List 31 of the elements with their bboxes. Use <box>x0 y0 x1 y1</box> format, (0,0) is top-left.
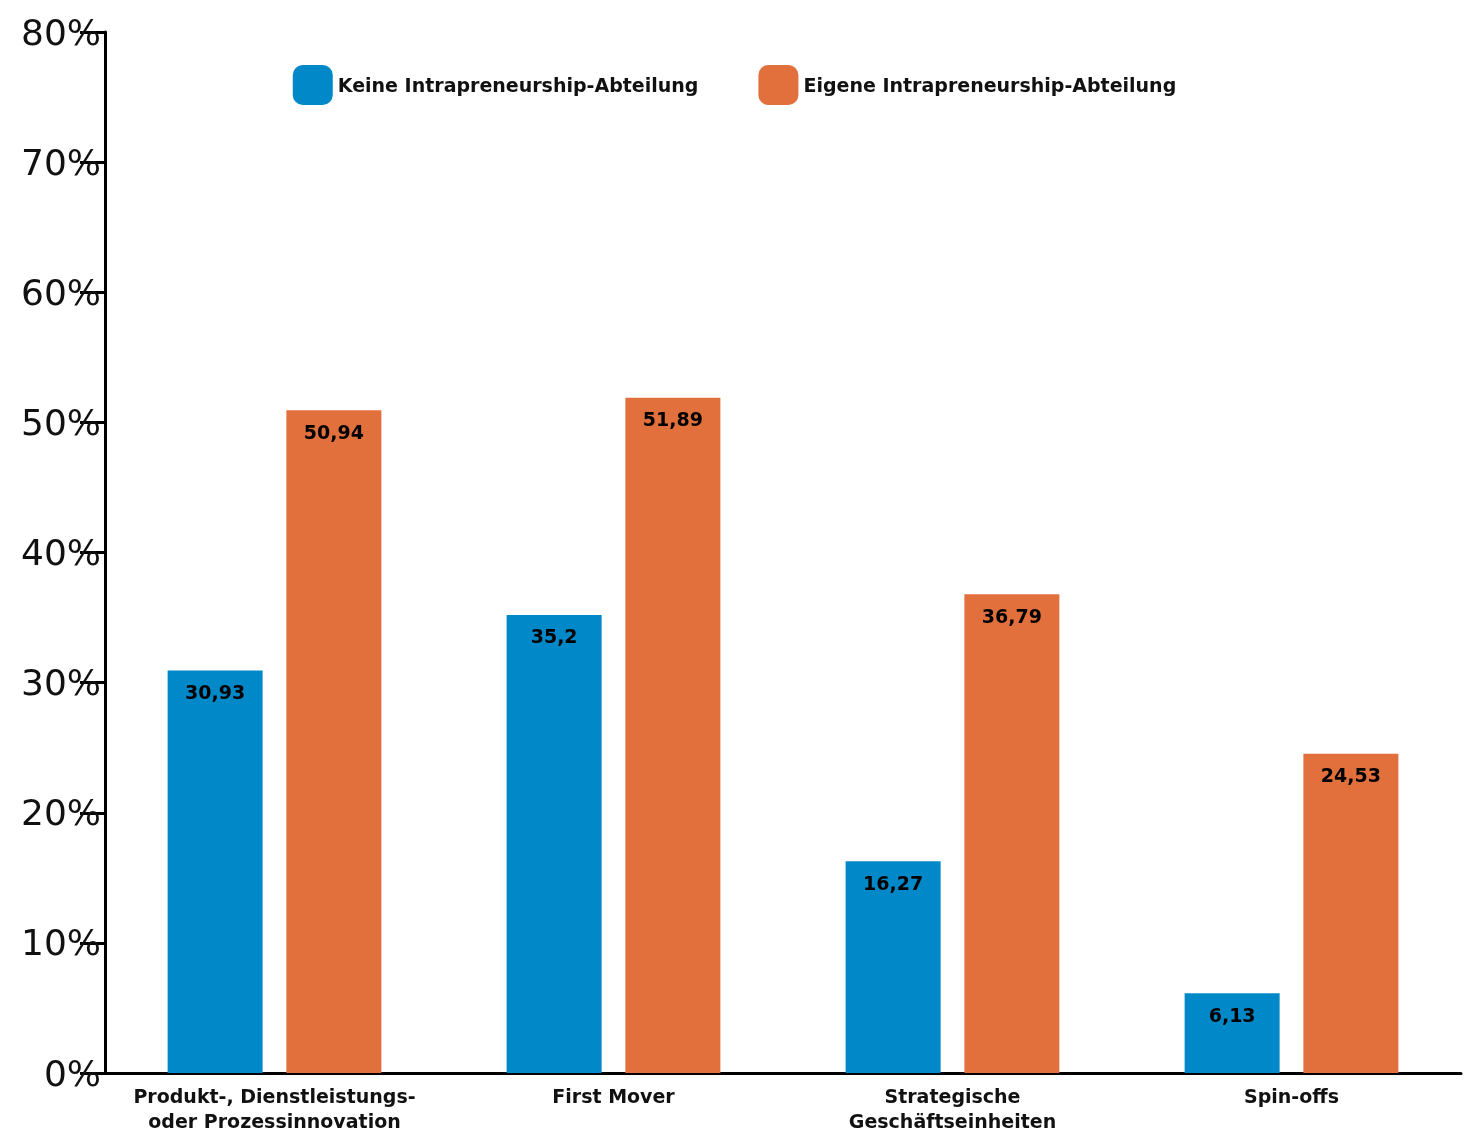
data-label: 30,93 <box>185 681 246 704</box>
y-tick-label: 0% <box>43 1052 101 1094</box>
x-tick-label: First Mover <box>552 1084 676 1107</box>
y-tick-label: 60% <box>20 271 101 313</box>
y-tick-label: 80% <box>20 11 101 53</box>
data-label: 24,53 <box>1320 764 1381 787</box>
legend-label: Keine Intrapreneurship-Abteilung <box>337 74 699 96</box>
data-label: 16,27 <box>863 871 924 894</box>
bar <box>286 410 382 1073</box>
data-label: 51,89 <box>642 408 703 431</box>
bar <box>167 670 263 1073</box>
y-tick-label: 50% <box>20 401 101 443</box>
bar <box>964 594 1060 1073</box>
y-tick-label: 20% <box>20 792 101 834</box>
bar <box>1184 993 1280 1073</box>
bar <box>625 397 721 1073</box>
y-tick-label: 70% <box>20 141 101 183</box>
data-label: 6,13 <box>1208 1003 1256 1026</box>
data-label: 35,2 <box>530 625 578 648</box>
data-label: 50,94 <box>303 420 364 443</box>
data-label: 36,79 <box>981 604 1042 627</box>
bar <box>845 861 941 1073</box>
bar <box>1303 753 1399 1073</box>
x-tick-label: Strategische Geschäftseinheiten <box>848 1084 1057 1132</box>
x-tick-label: Spin-offs <box>1244 1084 1339 1107</box>
y-tick-label: 40% <box>20 532 101 573</box>
legend-label: Eigene Intrapreneurship-Abteilung <box>803 74 1177 96</box>
y-tick-label: 10% <box>20 922 101 964</box>
x-tick-label: Produkt-, Dienstleistungs- oder Prozessinnovation <box>133 1084 416 1132</box>
y-tick-label: 30% <box>20 662 101 704</box>
bar <box>506 614 602 1073</box>
